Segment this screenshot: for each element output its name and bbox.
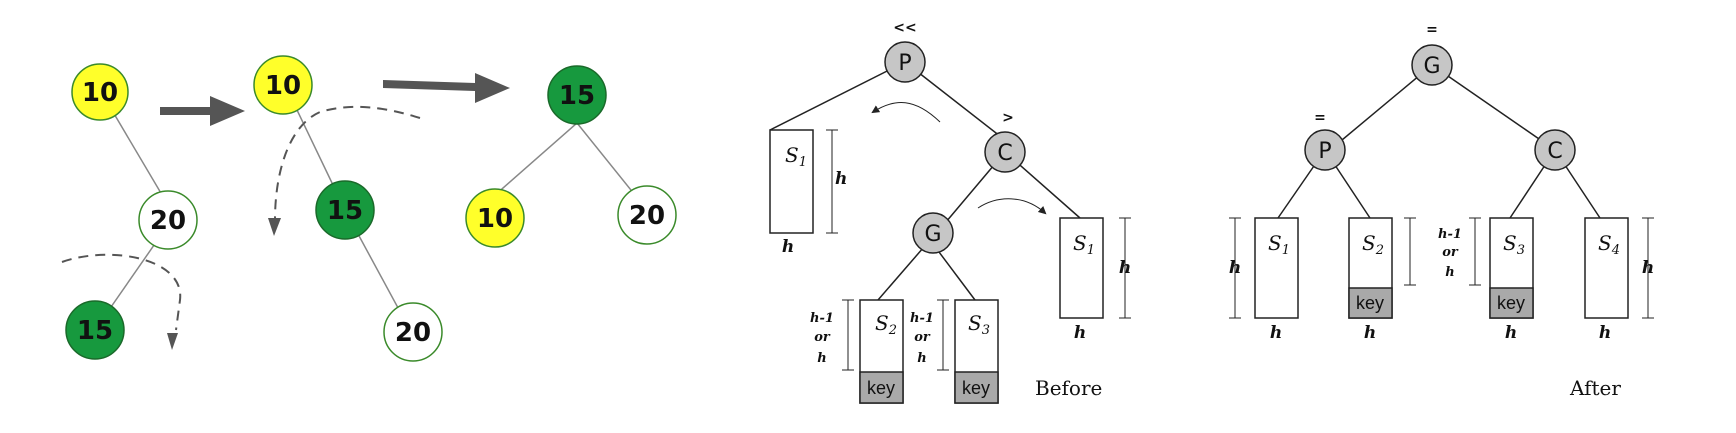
edge-G-P: [1329, 64, 1433, 151]
or-label-S3: or: [1442, 245, 1459, 260]
node-10-label: 10: [82, 78, 118, 108]
subtree-S1-right: [1059, 217, 1104, 319]
node-15: [315, 180, 375, 240]
h-label-S3: h: [1445, 265, 1454, 280]
node-20-label: 20: [395, 318, 431, 348]
key-label-S3: key: [962, 378, 990, 398]
h-label-S2: h: [817, 351, 826, 366]
balance-P: <<: [893, 20, 916, 36]
node-10: [465, 188, 525, 248]
node-C: [1534, 129, 1576, 171]
big-arrow-1: [160, 96, 245, 126]
before-panel: P << C > G S1 h h S1 h h key S2: [769, 20, 1131, 404]
rotate-left-arrow: [871, 102, 941, 123]
node-G: [1411, 44, 1453, 86]
key-box-S3: [954, 371, 999, 404]
hm1-label-S2: h-1: [810, 311, 834, 326]
node-P-label: P: [898, 51, 911, 76]
width-label-S1-right: h: [1074, 323, 1086, 343]
node-C-label: C: [997, 141, 1012, 166]
left-panel: 10 20 15 10 15 20: [61, 55, 677, 362]
subtree-S1-label: S1: [1268, 231, 1290, 258]
arrow-tip-2: [268, 218, 281, 236]
key-box-S2: [859, 371, 904, 404]
key-box-S3: [1489, 287, 1534, 319]
node-15: [547, 65, 607, 125]
width-label-S2: h: [1364, 323, 1376, 343]
key-label-S2: key: [867, 378, 895, 398]
node-20-label: 20: [629, 201, 665, 231]
node-10-label: 10: [477, 204, 513, 234]
rotate-right-arrow: [977, 198, 1047, 215]
stage-3: 15 10 20: [465, 65, 677, 248]
node-10: [71, 63, 129, 121]
h-label-S3: h: [917, 351, 926, 366]
width-label-S4: h: [1599, 323, 1611, 343]
height-label-S1: h: [1229, 258, 1241, 278]
node-G-label: G: [924, 222, 941, 247]
stage-1: 10 20 15: [61, 63, 198, 360]
before-caption: Before: [1035, 376, 1102, 400]
subtree-S4: [1584, 217, 1629, 319]
hm1-label-S3: h-1: [1438, 227, 1462, 242]
subtree-S1-left: [769, 129, 814, 234]
node-G: [912, 212, 954, 254]
edge-G-C: [1431, 64, 1556, 151]
node-20-label: 20: [150, 206, 186, 236]
big-arrow-2: [383, 73, 510, 103]
node-P: [1304, 129, 1346, 171]
node-10: [253, 55, 313, 115]
subtree-S2-label: S2: [875, 311, 897, 338]
node-C-label: C: [1547, 139, 1562, 164]
balance-P: =: [1314, 110, 1326, 126]
subtree-S1-right-label: S1: [1073, 231, 1095, 258]
width-label-S3: h: [1505, 323, 1517, 343]
balance-G: =: [1426, 22, 1438, 38]
or-label-S3: or: [914, 330, 931, 345]
node-20: [617, 185, 677, 245]
node-P: [884, 41, 926, 83]
hm1-label-S3: h-1: [910, 311, 934, 326]
node-20: [138, 190, 198, 250]
subtree-S1: [1254, 217, 1299, 319]
subtree-S2-label: S2: [1362, 231, 1384, 258]
subtree-S4-label: S4: [1598, 231, 1620, 258]
subtree-S3-label: S3: [968, 311, 990, 338]
balance-C: >: [1002, 110, 1014, 126]
arrow-tip-1: [167, 333, 178, 350]
key-box-S2: [1348, 287, 1393, 319]
subtree-S3-label: S3: [1503, 231, 1525, 258]
key-label-S2: key: [1356, 293, 1384, 313]
edge-P-C: [904, 61, 1006, 141]
subtree-S1-left-label: S1: [785, 143, 807, 170]
width-label-S1: h: [1270, 323, 1282, 343]
node-20: [383, 302, 443, 362]
after-panel: G = P = C S1 h h key S2 h key S3 h-1 or: [1229, 22, 1654, 400]
rotation-arrow-1: [61, 253, 182, 331]
rotation-arrow-2: [274, 105, 421, 221]
edge-P-S1: [769, 61, 906, 131]
node-15: [65, 300, 125, 360]
stage-2: 10 15 20: [253, 55, 443, 362]
node-15-label: 15: [559, 81, 595, 111]
node-10-label: 10: [265, 71, 301, 101]
height-label-S1-right: h: [1119, 258, 1131, 278]
width-label-S1-left: h: [782, 237, 794, 257]
key-label-S3: key: [1497, 293, 1525, 313]
node-15-label: 15: [77, 316, 113, 346]
after-caption: After: [1569, 376, 1621, 400]
or-label-S2: or: [814, 330, 831, 345]
node-G-label: G: [1423, 54, 1440, 79]
height-label-S4: h: [1642, 258, 1654, 278]
height-label-S1-left: h: [835, 169, 847, 189]
node-P-label: P: [1318, 139, 1331, 164]
node-15-label: 15: [327, 196, 363, 226]
node-C: [984, 131, 1026, 173]
